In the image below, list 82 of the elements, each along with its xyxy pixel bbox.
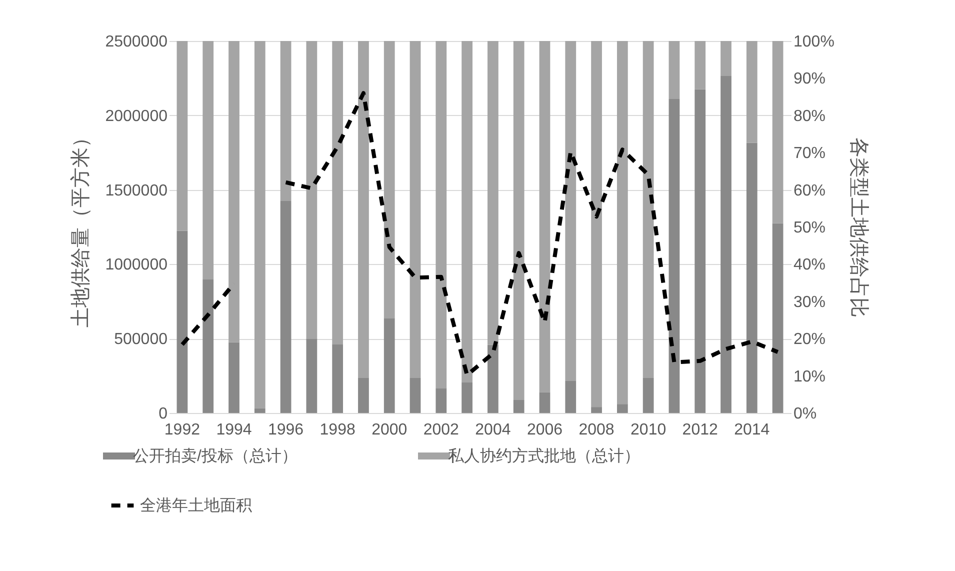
y2-tick-label: 60% (794, 182, 826, 200)
bar (410, 41, 421, 378)
x-tick-label: 2008 (578, 422, 614, 438)
x-tick-label: 1992 (164, 422, 200, 438)
y2-tick-label: 30% (794, 294, 826, 311)
x-tick-label: 1996 (268, 422, 304, 438)
y2-tick-label: 70% (794, 145, 826, 162)
x-tick-label: 2006 (526, 422, 563, 438)
bar (358, 41, 369, 378)
y2-tick-label: 0% (794, 406, 817, 422)
bar (280, 41, 292, 201)
x-tick-label: 1994 (216, 422, 252, 438)
y2-tick-label: 20% (794, 331, 826, 348)
bar (694, 41, 706, 90)
x-tick-label: 2004 (475, 422, 511, 438)
x-tick-label: 1998 (320, 422, 356, 438)
legend-label: 公开拍卖/投标（总计） (133, 447, 298, 465)
y2-axis-title: 各类型土地供给占比 (847, 138, 870, 318)
bar (306, 41, 318, 339)
bar (436, 41, 447, 388)
bar (591, 41, 602, 408)
y-tick-label: 0 (158, 406, 168, 422)
y-tick-label: 1000000 (105, 256, 168, 274)
y2-tick-label: 50% (794, 220, 826, 236)
bar (616, 404, 628, 413)
bar (436, 388, 447, 413)
bar (176, 230, 188, 413)
bar (642, 41, 654, 378)
y-tick-label: 2000000 (105, 108, 168, 125)
x-tick-label: 2014 (734, 422, 770, 438)
y2-tick-label: 10% (794, 368, 826, 386)
y2-tick-label: 100% (794, 34, 834, 50)
bar (358, 378, 369, 413)
x-tick-label: 2000 (372, 422, 408, 438)
bar (462, 41, 472, 382)
x-tick-label: 2010 (630, 422, 666, 438)
bar (616, 41, 628, 404)
bar (332, 41, 344, 344)
bar (591, 407, 602, 413)
bar (384, 318, 395, 413)
bar (513, 41, 524, 400)
bar (668, 99, 680, 413)
y-axis-title: 土地供给量（平方米） (69, 128, 92, 328)
bar (254, 408, 266, 413)
y2-tick-label: 80% (794, 108, 826, 125)
bar (228, 41, 240, 342)
y-tick-label: 2500000 (105, 34, 168, 50)
bar (488, 344, 498, 413)
bar (720, 76, 732, 413)
bar (462, 382, 472, 413)
bar (772, 41, 784, 224)
bar (539, 41, 550, 392)
bar (254, 41, 266, 408)
y2-tick-label: 90% (794, 70, 826, 88)
bar (746, 41, 758, 143)
bar (488, 41, 498, 345)
bar (410, 378, 421, 413)
bar (746, 142, 758, 413)
bar (694, 89, 706, 413)
legend-label: 私人协约方式批地（总计） (448, 447, 640, 465)
bar (228, 342, 240, 413)
bar (539, 392, 550, 413)
bar (202, 41, 214, 280)
bar (280, 200, 292, 413)
y-tick-label: 500000 (114, 331, 168, 348)
y2-tick-label: 40% (794, 256, 826, 274)
bar (176, 41, 188, 231)
bar (513, 400, 524, 413)
bar (202, 279, 214, 413)
bar (772, 223, 784, 413)
bar (565, 381, 576, 413)
bar (384, 41, 395, 318)
y-tick-label: 1500000 (105, 182, 168, 200)
bar (565, 41, 576, 382)
bar (332, 344, 344, 413)
x-tick-label: 2002 (423, 422, 460, 438)
legend-label: 全港年土地面积 (140, 496, 252, 514)
bar (642, 378, 654, 413)
bar (668, 41, 680, 100)
bar (720, 41, 732, 76)
x-tick-label: 2012 (682, 422, 718, 438)
bar (306, 338, 318, 413)
